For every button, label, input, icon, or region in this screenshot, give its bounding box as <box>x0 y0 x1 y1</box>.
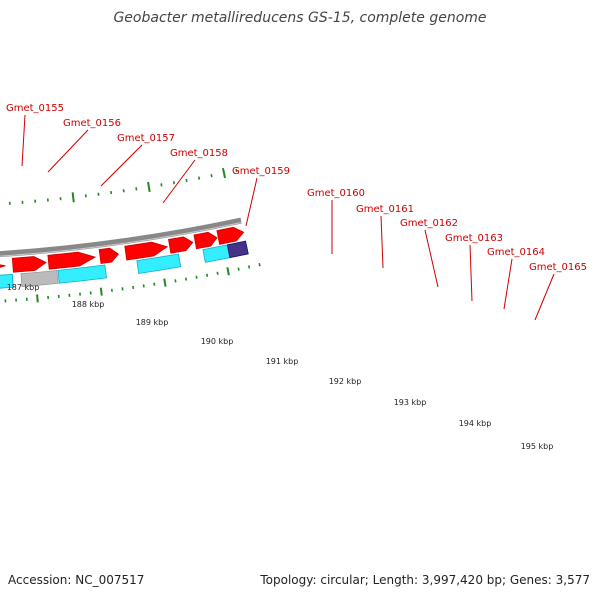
accession-text: Accession: NC_007517 <box>8 573 145 587</box>
outer-tick <box>163 278 167 287</box>
feature-block <box>0 273 14 289</box>
kbp-label: 194 kbp <box>459 419 492 428</box>
gene-leader-line <box>424 229 439 288</box>
gene-label: Gmet_0156 <box>63 118 121 129</box>
cds-arrow <box>193 231 218 250</box>
kbp-label: 192 kbp <box>329 377 362 386</box>
gene-label: Gmet_0155 <box>6 103 64 114</box>
gene-label: Gmet_0162 <box>400 218 458 229</box>
backbone-arc <box>0 217 242 258</box>
gene-label: Gmet_0160 <box>307 188 365 199</box>
gene-leader-line <box>469 244 473 302</box>
gene-leader-line <box>245 177 258 227</box>
gene-label: Gmet_0163 <box>445 233 503 244</box>
scale-tick <box>172 181 176 185</box>
cds-arrow <box>98 247 120 264</box>
outer-tick <box>184 277 188 281</box>
outer-tick <box>195 275 198 279</box>
genome-summary-text: Topology: circular; Length: 3,997,420 bp… <box>260 573 590 587</box>
kbp-label: 195 kbp <box>521 442 554 451</box>
kbp-label: 188 kbp <box>72 300 105 309</box>
kbp-label: 193 kbp <box>394 398 427 407</box>
feature-track <box>0 240 249 289</box>
cds-arrow <box>47 251 97 270</box>
cds-arrow <box>168 236 194 254</box>
kbp-label: 190 kbp <box>201 337 234 346</box>
gene-leader-line <box>380 215 384 269</box>
gene-leader-line <box>21 114 26 167</box>
scale-tick <box>197 176 201 180</box>
gene-leader-line <box>503 258 513 310</box>
scale-tick <box>210 174 213 178</box>
outer-tick <box>36 294 39 303</box>
scale-tick <box>71 192 75 203</box>
backbone <box>0 217 242 258</box>
kbp-label: 189 kbp <box>136 318 169 327</box>
outer-tick <box>226 267 230 276</box>
kbp-label: 187 kbp <box>7 283 40 292</box>
gene-label: Gmet_0158 <box>170 148 228 159</box>
cds-arrow <box>124 241 169 261</box>
outer-tick <box>216 271 219 275</box>
gene-labels: Gmet_0155 Gmet_0156 Gmet_0157 Gmet_0158 Gmet… <box>6 103 587 321</box>
cds-arrow <box>0 264 6 268</box>
scale-ticks <box>4 167 261 303</box>
outer-tick <box>247 265 251 269</box>
map-title: Geobacter metallireducens GS-15, complet… <box>113 10 486 26</box>
outer-tick <box>99 287 103 296</box>
gene-leader-line <box>162 159 196 204</box>
cds-track <box>0 226 245 273</box>
kbp-label: 191 kbp <box>266 357 299 366</box>
gene-label: Gmet_0164 <box>487 247 545 258</box>
backbone-highlight <box>0 222 242 257</box>
outer-tick <box>237 267 240 271</box>
gene-label: Gmet_0161 <box>356 204 414 215</box>
cds-arrow <box>216 226 245 245</box>
gene-label: Gmet_0157 <box>117 133 175 144</box>
gene-label: Gmet_0165 <box>529 262 587 273</box>
feature-block <box>136 253 182 274</box>
gene-leader-line <box>47 129 89 173</box>
outer-tick <box>258 263 261 267</box>
kbp-labels: 187 kbp 188 kbp 189 kbp 190 kbp 191 kbp 192 k… <box>7 283 554 451</box>
scale-tick <box>222 167 227 179</box>
scale-tick <box>235 168 238 173</box>
scale-tick <box>147 181 151 193</box>
feature-block <box>20 270 59 288</box>
feature-block <box>57 264 107 284</box>
gene-leader-line <box>534 273 555 321</box>
feature-block <box>226 240 249 259</box>
cds-arrow <box>11 256 47 273</box>
gene-label: Gmet_0159 <box>232 166 290 177</box>
scale-tick <box>185 178 188 183</box>
gene-leader-line <box>100 144 143 187</box>
outer-tick <box>206 273 209 277</box>
